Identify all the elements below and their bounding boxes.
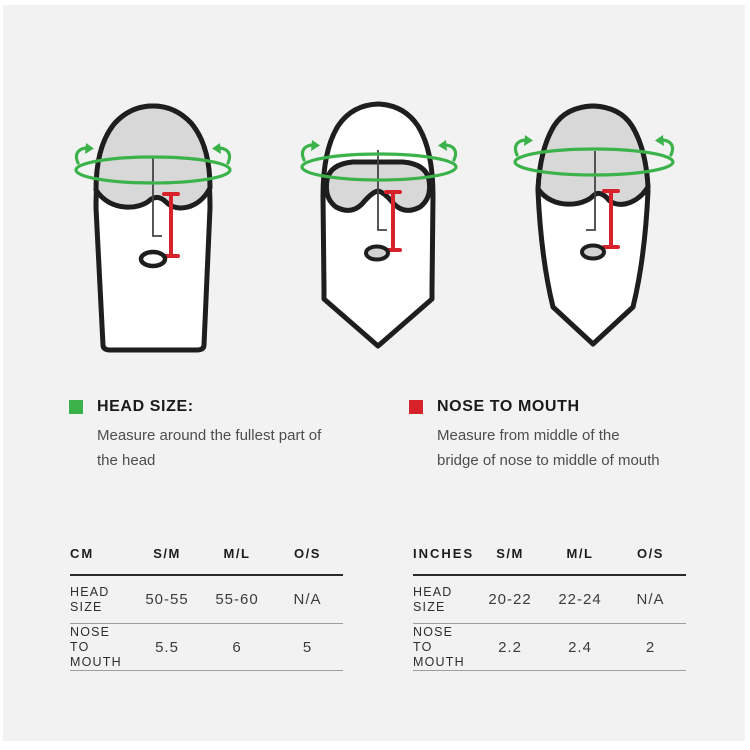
cell-value: 20-22 [488, 591, 532, 608]
table-row-nose-to-mouth: NOSE TO MOUTH 2.2 2.4 2 [413, 624, 686, 671]
nose-to-mouth-legend-title: NOSE TO MOUTH [437, 398, 580, 415]
head-size-legend-title: HEAD SIZE: [97, 398, 194, 415]
row-label: NOSE TO MOUTH [70, 624, 122, 669]
unit-label: CM [70, 545, 95, 561]
table-header-row: CM S/M M/L O/S [70, 532, 343, 576]
size-table-cm: CM S/M M/L O/S HEAD SIZE 50-55 55-60 N/A… [70, 532, 343, 671]
row-label: HEAD SIZE [70, 584, 110, 614]
open-face-balaclava-figure [513, 103, 675, 347]
size-table-inches: INCHES S/M M/L O/S HEAD SIZE 20-22 22-24… [413, 532, 686, 671]
cell-value: 55-60 [215, 591, 259, 608]
nose-to-mouth-legend-description: Measure from middle of the bridge of nos… [437, 427, 660, 469]
head-size-legend: HEAD SIZE: Measure around the fullest pa… [69, 398, 359, 473]
cell-value: 50-55 [145, 591, 189, 608]
table-row-head-size: HEAD SIZE 20-22 22-24 N/A [413, 576, 686, 624]
full-face-balaclava-figure [300, 101, 458, 349]
table-header-row: INCHES S/M M/L O/S [413, 532, 686, 576]
column-header-ml: M/L [223, 545, 251, 561]
cell-value: 5 [302, 638, 313, 656]
unit-label: INCHES [413, 545, 475, 561]
table-row-head-size: HEAD SIZE 50-55 55-60 N/A [70, 576, 343, 624]
mouth-opening [364, 244, 390, 262]
head-size-swatch-icon [69, 400, 83, 414]
cell-value: N/A [636, 591, 665, 608]
row-label: HEAD SIZE [413, 584, 453, 614]
size-guide-panel: HEAD SIZE: Measure around the fullest pa… [3, 5, 745, 741]
column-header-os: O/S [294, 545, 321, 561]
cell-value: 22-24 [558, 591, 602, 608]
head-size-legend-description: Measure around the fullest part of the h… [97, 427, 322, 469]
row-label: NOSE TO MOUTH [413, 624, 465, 669]
nose-to-mouth-legend: NOSE TO MOUTH Measure from middle of the… [409, 398, 689, 473]
cell-value: 2 [645, 638, 656, 656]
head-size-legend-text: HEAD SIZE: Measure around the fullest pa… [97, 398, 342, 473]
column-header-sm: S/M [496, 545, 524, 561]
column-header-sm: S/M [153, 545, 181, 561]
nose-to-mouth-swatch-icon [409, 400, 423, 414]
cell-value: 2.2 [498, 638, 522, 656]
column-header-ml: M/L [566, 545, 594, 561]
cell-value: 6 [232, 638, 242, 656]
hood-balaclava-figure [74, 103, 232, 353]
head-shade [535, 103, 651, 207]
cell-value: 2.4 [568, 638, 592, 656]
cell-value: N/A [293, 591, 322, 608]
cell-value: 5.5 [155, 638, 179, 656]
table-row-nose-to-mouth: NOSE TO MOUTH 5.5 6 5 [70, 624, 343, 671]
nose-to-mouth-ruler-icon [602, 189, 620, 249]
column-header-os: O/S [637, 545, 664, 561]
head-circumference-arrow-icon [300, 140, 458, 182]
center-guide-line [586, 151, 596, 231]
mouth-opening [138, 249, 168, 269]
center-guide-line [377, 150, 387, 231]
nose-to-mouth-legend-text: NOSE TO MOUTH Measure from middle of the… [437, 398, 662, 473]
head-circumference-arrow-icon [74, 143, 232, 185]
mouth-opening [580, 243, 606, 261]
head-circumference-arrow-icon [513, 135, 675, 177]
